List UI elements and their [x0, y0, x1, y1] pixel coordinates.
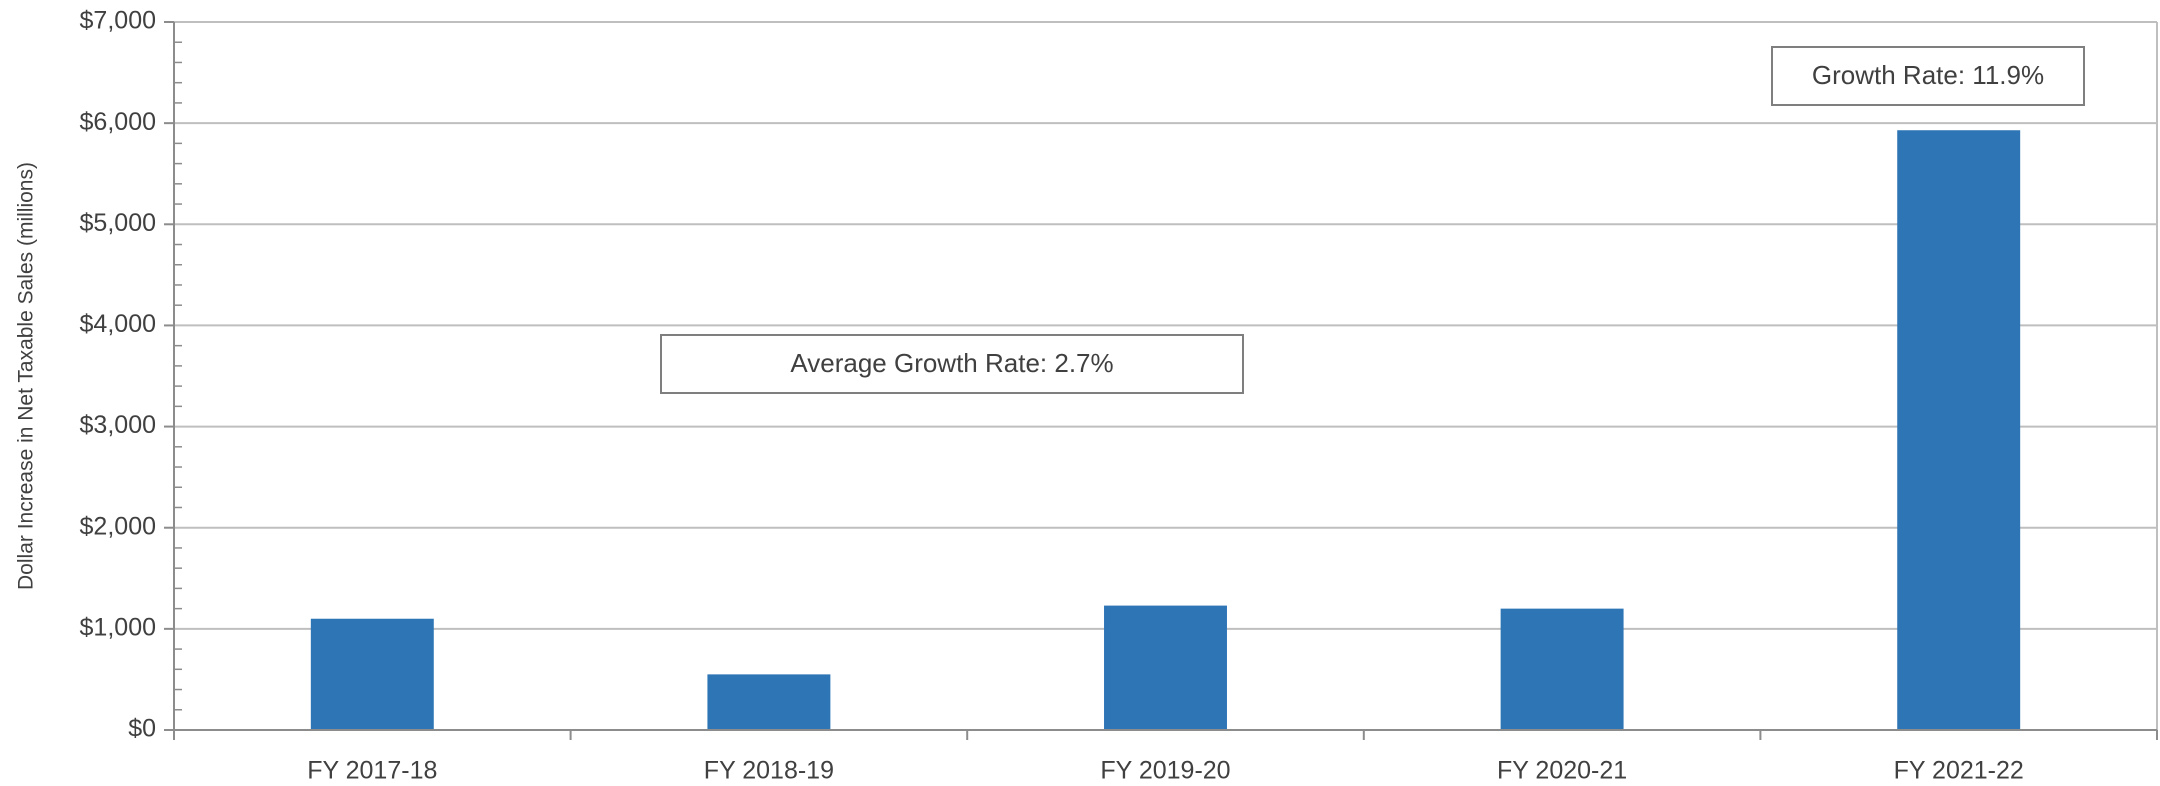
annotation-box	[660, 334, 1244, 394]
y-tick-label: $0	[128, 715, 156, 743]
y-tick-label: $3,000	[80, 411, 156, 439]
x-tick-label: FY 2017-18	[307, 757, 437, 785]
bar	[1897, 130, 2021, 731]
x-tick-label: FY 2018-19	[704, 757, 834, 785]
bar	[1500, 608, 1624, 730]
bar	[310, 618, 434, 730]
bar	[707, 674, 831, 730]
x-tick-label: FY 2019-20	[1100, 757, 1230, 785]
bar	[1104, 605, 1227, 730]
y-tick-label: $6,000	[80, 108, 156, 136]
y-tick-label: $5,000	[80, 209, 156, 237]
x-tick-label: FY 2020-21	[1497, 757, 1627, 785]
y-tick-label: $4,000	[80, 310, 156, 338]
y-axis-label: Dollar Increase in Net Taxable Sales (mi…	[15, 162, 38, 590]
y-tick-label: $1,000	[80, 613, 156, 641]
x-tick-label: FY 2021-22	[1894, 757, 2024, 785]
y-tick-label: $2,000	[80, 512, 156, 540]
y-tick-label: $7,000	[80, 7, 156, 35]
annotation: Average Growth Rate: 2.7%	[790, 348, 1113, 378]
annotation-box	[1771, 46, 2085, 106]
annotation: Growth Rate: 11.9%	[1812, 60, 2044, 90]
